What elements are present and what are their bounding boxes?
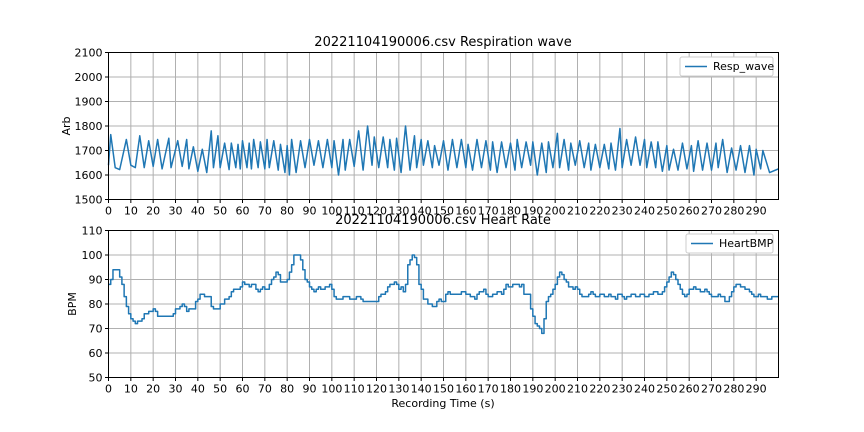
- heart-rate-plot-area: [108, 254, 779, 335]
- x-tick-label: 30: [169, 383, 183, 396]
- respiration-legend-label: Resp_wave: [713, 60, 774, 73]
- x-tick-label: 150: [433, 383, 454, 396]
- x-tick-label: 240: [634, 383, 655, 396]
- x-tick-label: 40: [191, 383, 205, 396]
- x-tick-label: 130: [388, 205, 409, 218]
- x-tick-label: 70: [258, 205, 272, 218]
- x-tick-label: 50: [213, 205, 227, 218]
- heart-rate-xlabel: Recording Time (s): [391, 397, 494, 410]
- respiration-chart-title: 20221104190006.csv Respiration wave: [314, 35, 571, 50]
- y-tick-label: 80: [89, 298, 103, 311]
- x-tick-label: 140: [411, 383, 432, 396]
- heart-rate-chart-title: 20221104190006.csv Heart Rate: [335, 213, 551, 228]
- x-tick-label: 50: [213, 383, 227, 396]
- x-tick-label: 190: [522, 383, 543, 396]
- x-tick-label: 220: [589, 205, 610, 218]
- heart-rate-frame: [108, 230, 779, 378]
- x-tick-label: 190: [522, 205, 543, 218]
- x-tick-label: 140: [411, 205, 432, 218]
- series-line-heartbmp: [108, 254, 779, 335]
- x-tick-label: 240: [634, 205, 655, 218]
- y-tick-label: 70: [89, 323, 103, 336]
- x-tick-label: 100: [321, 383, 342, 396]
- x-tick-label: 180: [500, 205, 521, 218]
- x-tick-label: 90: [303, 383, 317, 396]
- y-tick-label: 1800: [75, 120, 103, 133]
- x-tick-label: 280: [723, 205, 744, 218]
- x-tick-label: 200: [545, 383, 566, 396]
- respiration-legend-box: [679, 56, 774, 77]
- y-tick-label: 1600: [75, 169, 103, 182]
- heart-rate-legend-label: HeartBMP: [719, 237, 774, 250]
- x-tick-label: 270: [701, 383, 722, 396]
- x-tick-label: 290: [746, 205, 767, 218]
- x-tick-label: 230: [612, 205, 633, 218]
- x-tick-label: 270: [701, 205, 722, 218]
- x-tick-label: 180: [500, 383, 521, 396]
- x-tick-label: 20: [146, 383, 160, 396]
- x-tick-label: 160: [455, 205, 476, 218]
- y-tick-label: 110: [82, 225, 103, 238]
- x-tick-label: 130: [388, 383, 409, 396]
- x-tick-label: 10: [124, 205, 138, 218]
- x-tick-label: 90: [303, 205, 317, 218]
- x-tick-label: 120: [366, 383, 387, 396]
- x-tick-label: 0: [105, 383, 112, 396]
- x-tick-label: 220: [589, 383, 610, 396]
- x-tick-label: 250: [656, 383, 677, 396]
- x-tick-label: 40: [191, 205, 205, 218]
- x-tick-label: 60: [236, 383, 250, 396]
- x-tick-label: 170: [478, 383, 499, 396]
- x-tick-label: 260: [679, 205, 700, 218]
- respiration-grid: [108, 52, 779, 200]
- heart-rate-tick-labels: 0 10 20 30 40 50 60 70 80 90 100 110 120 130 140 150 160…: [82, 225, 767, 396]
- x-tick-label: 120: [366, 205, 387, 218]
- x-tick-label: 160: [455, 383, 476, 396]
- y-tick-label: 2100: [75, 47, 103, 60]
- x-tick-label: 250: [656, 205, 677, 218]
- y-tick-label: 1700: [75, 145, 103, 158]
- heart-rate-legend: HeartBMP: [685, 233, 774, 254]
- y-tick-label: 2000: [75, 71, 103, 84]
- x-tick-label: 20: [146, 205, 160, 218]
- x-tick-label: 110: [344, 205, 365, 218]
- x-tick-label: 70: [258, 383, 272, 396]
- x-tick-label: 260: [679, 383, 700, 396]
- respiration-frame: [108, 52, 779, 200]
- x-tick-label: 290: [746, 383, 767, 396]
- y-tick-label: 60: [89, 347, 103, 360]
- respiration-tick-labels: 0 10 20 30 40 50 60 70 80 90 100 110 120 130 140 150 160…: [75, 47, 767, 218]
- respiration-legend: Resp_wave: [679, 56, 774, 77]
- x-tick-label: 100: [321, 205, 342, 218]
- respiration-plot-area: [107, 125, 779, 176]
- heart-rate-legend-box: [685, 233, 774, 254]
- respiration-chart: 20221104190006.csv Respiration wave Arb …: [60, 35, 779, 218]
- x-tick-label: 10: [124, 383, 138, 396]
- x-tick-label: 0: [105, 205, 112, 218]
- x-tick-label: 170: [478, 205, 499, 218]
- x-tick-label: 80: [280, 205, 294, 218]
- x-tick-label: 210: [567, 383, 588, 396]
- series-line-resp-wave: [107, 125, 779, 176]
- y-tick-label: 90: [89, 274, 103, 287]
- y-tick-label: 1900: [75, 96, 103, 109]
- x-tick-label: 150: [433, 205, 454, 218]
- y-tick-label: 50: [89, 372, 103, 385]
- respiration-ylabel: Arb: [60, 116, 73, 135]
- heart-rate-ylabel: BPM: [66, 292, 79, 316]
- x-tick-label: 230: [612, 383, 633, 396]
- x-tick-label: 110: [344, 383, 365, 396]
- x-tick-label: 200: [545, 205, 566, 218]
- heart-rate-grid: [108, 230, 779, 378]
- x-tick-label: 30: [169, 205, 183, 218]
- y-tick-label: 1500: [75, 194, 103, 207]
- x-tick-label: 80: [280, 383, 294, 396]
- heart-rate-chart: 20221104190006.csv Heart Rate BPM Record…: [66, 213, 779, 410]
- x-tick-label: 60: [236, 205, 250, 218]
- x-tick-label: 210: [567, 205, 588, 218]
- y-tick-label: 100: [82, 249, 103, 262]
- x-tick-label: 280: [723, 383, 744, 396]
